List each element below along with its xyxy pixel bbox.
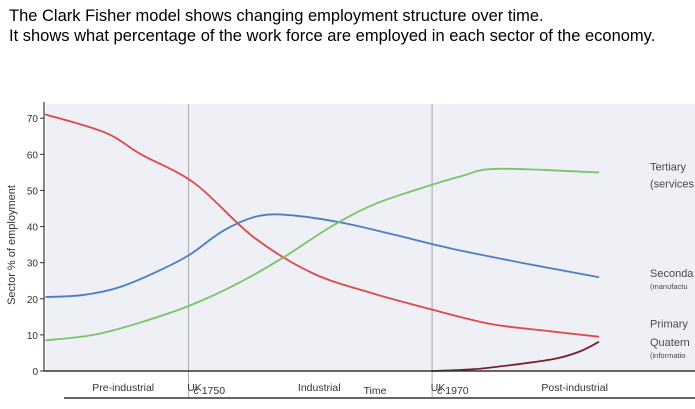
series-line-3: [431, 341, 600, 372]
series-labels: Tertiary (services Seconda (manufactu Primar…: [650, 161, 695, 360]
series-label-0-0: Tertiary: [650, 161, 687, 173]
plot-background: [46, 104, 695, 371]
stage-label-4: Post-industrial: [541, 382, 608, 394]
x-axis: Pre-industrial UK Industrial UK Post-industr…: [44, 370, 695, 399]
y-tick-label-1: 10: [27, 331, 39, 342]
y-tick-label-2: 20: [27, 295, 39, 306]
y-axis-label: Sector % of employment: [6, 185, 18, 305]
y-tick-label-3: 30: [27, 259, 39, 270]
series-label-1-0: Seconda: [650, 268, 694, 280]
stage-label-1: UK: [187, 382, 202, 394]
series-label-0-1: (services: [650, 178, 695, 190]
series-line-2: [45, 167, 600, 342]
stage-label-0: Pre-industrial: [92, 382, 154, 394]
y-tick-label-7: 70: [27, 114, 39, 125]
divider-date-0: c 1750: [194, 385, 226, 397]
series-label-3-0: Quatern: [650, 337, 690, 349]
y-tick-label-6: 60: [27, 150, 39, 161]
intro-text: The Clark Fisher model shows changing em…: [9, 6, 689, 46]
stage-label-3: UK: [431, 382, 446, 394]
stage-label-2: Industrial: [298, 382, 341, 394]
x-axis-label: Time: [364, 385, 387, 397]
y-tick-label-5: 50: [27, 186, 39, 197]
series-line-0: [45, 113, 600, 338]
stage-dividers: [188, 104, 433, 398]
series-label-3-1: (informatio: [650, 351, 685, 360]
series-line-1: [45, 213, 600, 298]
divider-date-1: c 1970: [437, 385, 469, 397]
y-tick-label-0: 0: [32, 367, 38, 378]
intro-line-1: The Clark Fisher model shows changing em…: [9, 7, 544, 25]
y-tick-label-4: 40: [27, 223, 39, 234]
intro-line-2: It shows what percentage of the work for…: [9, 27, 656, 45]
y-axis: 0 10 20 30 40 50 60 70: [27, 102, 45, 378]
series-label-1-1: (manufactu: [650, 282, 688, 291]
series-lines: [45, 113, 600, 372]
series-label-2-0: Primary: [650, 319, 688, 331]
